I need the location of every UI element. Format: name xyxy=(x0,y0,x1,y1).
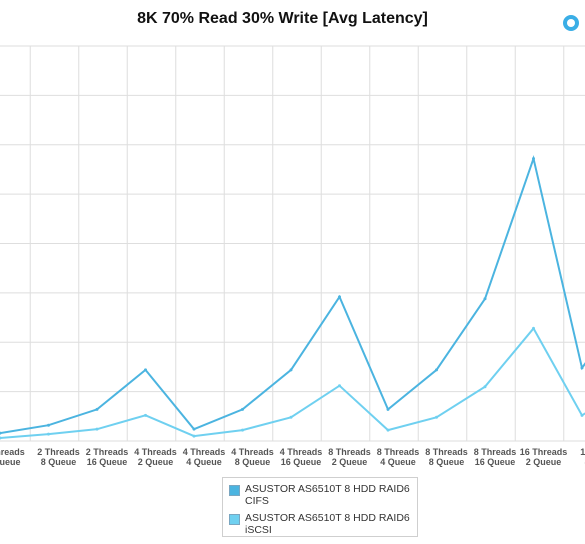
legend-label-iscsi: ASUSTOR AS6510T 8 HDD RAID6 iSCSI xyxy=(245,512,410,536)
chart-title: 8K 70% Read 30% Write [Avg Latency] xyxy=(137,10,428,27)
data-point[interactable] xyxy=(47,423,50,427)
data-point[interactable] xyxy=(144,368,147,372)
data-point[interactable] xyxy=(289,415,293,419)
data-point[interactable] xyxy=(289,368,293,372)
x-tick-label: 2 Threads 8 Queue xyxy=(37,447,80,467)
data-point[interactable] xyxy=(241,428,244,432)
x-tick-label: 4 Threads 8 Queue xyxy=(231,447,274,467)
series-layer xyxy=(0,154,585,440)
x-tick-label: hreadsueue xyxy=(0,447,25,467)
x-tick-label: 4 Threads 2 Queue xyxy=(134,447,177,467)
x-tick-label: 8 Threads 8 Queue xyxy=(425,447,468,467)
legend-label-cifs: ASUSTOR AS6510T 8 HDD RAID6 CIFS xyxy=(245,483,410,507)
x-tick-label: 8 Threads 2 Queue xyxy=(328,447,371,467)
x-tick-label: 4 Threads 4 Queue xyxy=(183,447,226,467)
menu-ring-hole xyxy=(567,19,575,27)
series-line-cifs xyxy=(0,154,585,435)
legend-item-iscsi[interactable]: ASUSTOR AS6510T 8 HDD RAID6 iSCSI xyxy=(229,512,411,536)
legend-item-cifs[interactable]: ASUSTOR AS6510T 8 HDD RAID6 CIFS xyxy=(229,483,411,507)
data-point[interactable] xyxy=(532,326,535,330)
legend-swatch-cifs xyxy=(229,485,240,496)
data-point[interactable] xyxy=(95,427,99,431)
data-point[interactable] xyxy=(144,413,147,417)
data-point[interactable] xyxy=(338,384,341,388)
data-point[interactable] xyxy=(386,407,390,411)
data-point[interactable] xyxy=(483,297,487,301)
data-point[interactable] xyxy=(95,407,99,411)
legend-swatch-iscsi xyxy=(229,514,240,525)
data-point[interactable] xyxy=(338,295,341,299)
series-line-iscsi xyxy=(0,326,585,440)
data-point[interactable] xyxy=(241,407,244,411)
data-point[interactable] xyxy=(0,436,2,440)
x-tick-label: 8 Threads 4 Queue xyxy=(377,447,420,467)
data-point[interactable] xyxy=(483,385,487,389)
data-point[interactable] xyxy=(0,431,2,435)
data-point[interactable] xyxy=(580,413,584,417)
data-point[interactable] xyxy=(386,428,390,432)
x-tick-label: 16 Th4 Q xyxy=(580,447,585,467)
x-tick-label: 4 Threads 16 Queue xyxy=(280,447,323,467)
x-tick-label: 16 Threads 2 Queue xyxy=(520,447,568,467)
data-point[interactable] xyxy=(192,434,196,438)
data-point[interactable] xyxy=(532,157,535,161)
data-point[interactable] xyxy=(580,366,584,370)
legend: ASUSTOR AS6510T 8 HDD RAID6 CIFS ASUSTOR… xyxy=(222,477,418,537)
data-point[interactable] xyxy=(47,432,50,436)
data-point[interactable] xyxy=(435,415,438,419)
x-tick-label: 2 Threads 16 Queue xyxy=(86,447,129,467)
data-point[interactable] xyxy=(435,368,438,372)
grid-layer xyxy=(0,45,585,442)
x-tick-label: 8 Threads 16 Queue xyxy=(474,447,517,467)
data-point[interactable] xyxy=(192,427,196,431)
settings-ring-icon[interactable] xyxy=(560,12,582,34)
